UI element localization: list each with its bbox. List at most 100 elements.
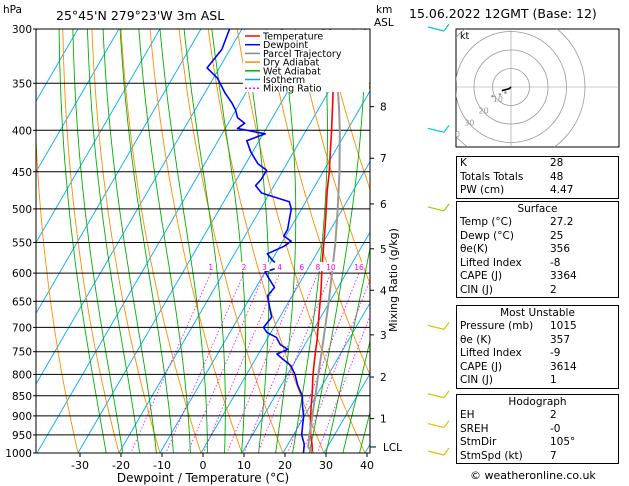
hodograph-point: [498, 93, 502, 96]
indices-label: SREH: [460, 422, 489, 435]
series-line-dewpoint: [206, 29, 305, 453]
indices-row: Lifted Index -9: [457, 347, 618, 361]
temperature-tick-label: -10: [153, 459, 171, 472]
km-unit-label: km: [376, 4, 392, 16]
indices-label: CAPE (J): [460, 360, 503, 373]
indices-row: StmSpd (kt) 7: [457, 450, 618, 464]
isotherm-line: [36, 29, 161, 244]
mixing-ratio-line: [187, 272, 265, 453]
indices-row: StmDir 105°: [457, 436, 618, 450]
hodograph-point: [491, 94, 494, 98]
indices-label: Temp (°C): [460, 216, 513, 228]
dry-adiabat-line: [36, 131, 79, 453]
temperature-tick-label: 40: [360, 459, 374, 472]
isotherm-line: [36, 29, 243, 385]
pressure-tick-label: 600: [12, 268, 32, 280]
indices-value: 1015: [550, 320, 577, 332]
hpa-unit-label: hPa: [3, 4, 22, 16]
km-tick-label: 4: [380, 285, 387, 297]
indices-label: Lifted Index: [460, 256, 522, 269]
indices-row: CIN (J) 1: [457, 374, 618, 388]
mixing-ratio-line: [243, 272, 319, 453]
mixing-ratio-line: [203, 272, 281, 453]
mixing-ratio-tick-label: 1: [208, 263, 213, 272]
hodograph-ring-label: 40: [450, 130, 460, 139]
km-tick-label: 6: [380, 199, 387, 211]
hodograph-unit-label: kt: [460, 31, 470, 42]
indices-label: Totals Totals: [460, 170, 524, 183]
legend-label: Temperature: [262, 32, 323, 43]
wet-adiabat-line: [159, 29, 208, 453]
indices-label: θe (K): [460, 333, 492, 346]
legend-label: Wet Adiabat: [263, 66, 321, 77]
mixing-ratio-axis-label: Mixing Ratio (g/kg): [387, 228, 400, 332]
indices-label: PW (cm): [460, 184, 505, 196]
datetime-label: 15.06.2022 12GMT (Base: 12): [409, 6, 597, 21]
indices-section-title: Most Unstable: [500, 307, 575, 319]
pressure-tick-label: 850: [12, 391, 32, 403]
legend-label: Isotherm: [263, 75, 305, 86]
mixing-ratio-line: [165, 272, 245, 453]
credit-label: © weatheronline.co.uk: [470, 469, 596, 482]
km-tick-label: 8: [380, 102, 387, 114]
indices-value: -0: [550, 422, 561, 435]
wet-adiabat-line: [119, 29, 174, 453]
wet-adiabat-line: [102, 29, 157, 453]
indices-value: 357: [550, 333, 571, 346]
series-line-parcel-trajectory: [307, 83, 341, 453]
indices-value: -9: [550, 347, 561, 359]
indices-value: 3364: [550, 270, 577, 282]
pressure-tick-label: 300: [12, 24, 32, 36]
indices-label: Dewp (°C): [460, 229, 514, 242]
mixing-ratio-tick-label: 2: [242, 263, 247, 272]
mixing-ratio-line: [301, 279, 370, 453]
hodograph-ring-label: 10: [493, 95, 503, 104]
indices-row: CAPE (J) 3364: [457, 270, 618, 284]
isotherm-line: [241, 231, 370, 453]
pressure-tick-label: 650: [12, 296, 32, 308]
temperature-tick-label: -30: [71, 459, 89, 472]
dry-adiabat-line: [120, 29, 202, 453]
indices-row: K 28: [457, 157, 618, 171]
pressure-tick-label: 750: [12, 347, 32, 359]
hodograph-ring-label: 20: [478, 107, 488, 116]
temperature-tick-label: 30: [319, 459, 333, 472]
indices-value: 2: [550, 283, 557, 296]
pressure-tick-label: 950: [12, 430, 32, 442]
dry-adiabat-line: [91, 29, 161, 453]
plot-axes: 1 2 3 4 6 8 10 16300350400450500550600650700750…: [5, 24, 402, 472]
indices-row: Pressure (mb) 1015: [457, 320, 618, 334]
indices-value: 3614: [550, 360, 577, 373]
mixing-ratio-line: [287, 272, 360, 453]
indices-row: CIN (J) 2: [457, 284, 618, 298]
isotherm-line: [36, 29, 202, 315]
indices-row: θe(K) 356: [457, 243, 618, 257]
mixing-ratio-tick-label: 3: [262, 263, 267, 272]
wet-adiabat-line: [86, 29, 141, 453]
pressure-tick-label: 400: [12, 125, 32, 137]
indices-row: SREH -0: [457, 423, 618, 437]
indices-value: 7: [550, 449, 557, 462]
indices-label: Pressure (mb): [460, 320, 534, 332]
hodograph: 10 20 30 40 kt: [450, 28, 620, 148]
wet-adiabat-line: [211, 29, 246, 453]
wet-adiabat-line: [292, 29, 328, 453]
legend-label: Dry Adiabat: [263, 58, 320, 69]
dry-adiabat-line: [149, 29, 243, 453]
profiles: [206, 29, 341, 453]
indices-row: CAPE (J) 3614: [457, 361, 618, 375]
wind-barb: [427, 124, 450, 133]
temperature-tick-label: 0: [200, 459, 207, 472]
indices-value: 1: [550, 374, 557, 386]
pressure-tick-label: 700: [12, 322, 32, 334]
indices-label: CAPE (J): [460, 270, 503, 282]
indices-label: StmDir: [460, 436, 497, 448]
indices-value: 28: [550, 157, 564, 169]
indices-label: StmSpd (kt): [460, 449, 523, 462]
dry-adiabat-line: [294, 29, 370, 286]
indices-row: Dewp (°C) 25: [457, 230, 618, 244]
indices-hodograph-box: Hodograph EH 2 SREH -0 StmDir 105° StmSpd (kt) 7: [456, 394, 619, 464]
wet-adiabat-line: [308, 29, 366, 453]
